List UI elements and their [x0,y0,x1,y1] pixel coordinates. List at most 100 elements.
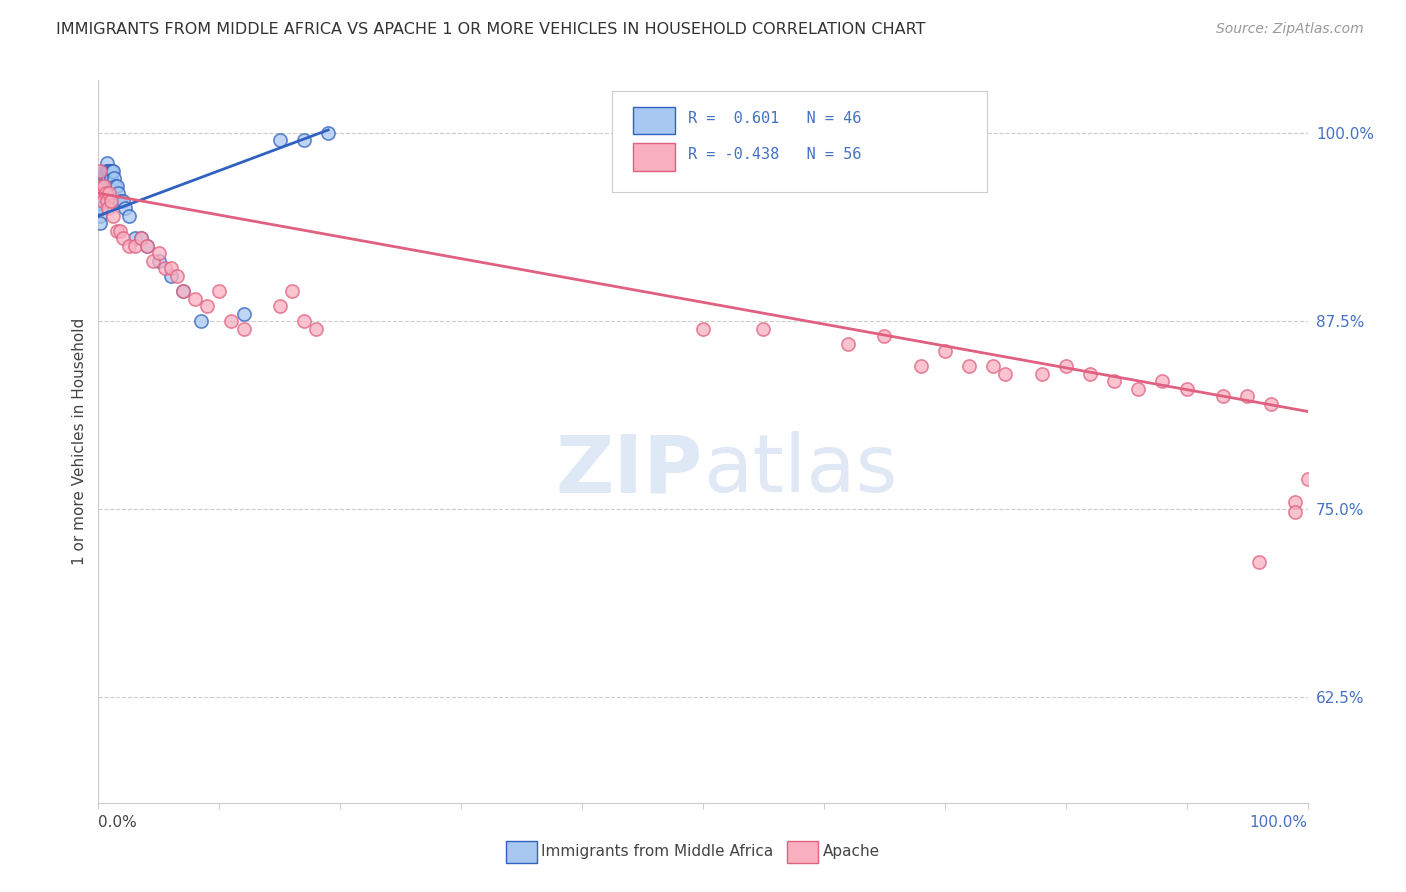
Point [93,163,115,178]
Point [221,314,243,328]
Point [692,321,714,335]
Point [100,171,122,186]
Point [184,292,207,306]
Point [101,163,124,178]
Point [100,194,122,208]
Point [994,367,1017,381]
Point [1212,389,1234,403]
Point [98,186,121,201]
Point [135,239,157,253]
Point [208,284,231,298]
Point [135,239,157,253]
Point [90,178,112,193]
Text: Apache: Apache [823,845,880,859]
Point [93,178,115,193]
Point [118,209,141,223]
Point [105,178,128,193]
Point [1054,359,1077,374]
Point [105,224,128,238]
Point [837,336,859,351]
Point [305,321,328,335]
Point [118,239,141,253]
Point [752,321,775,335]
Point [124,231,146,245]
Point [89,209,111,223]
Point [129,231,152,245]
Point [91,186,114,201]
Point [98,163,121,178]
Point [957,359,980,374]
Point [232,307,254,321]
Point [910,359,932,374]
Point [160,268,183,283]
Point [89,201,111,215]
Point [269,299,291,313]
Point [89,216,111,230]
Point [195,299,218,313]
Point [100,163,122,178]
Point [90,194,112,208]
Point [90,186,112,201]
Point [91,194,114,208]
Point [91,171,114,186]
Point [94,186,117,201]
Point [1260,397,1282,411]
Point [1284,494,1306,508]
Point [108,194,131,208]
Point [111,231,134,245]
Point [103,171,125,186]
Point [97,163,120,178]
Text: Immigrants from Middle Africa: Immigrants from Middle Africa [541,845,773,859]
Point [172,284,194,298]
Point [97,171,120,186]
Point [292,133,315,147]
Point [93,171,115,186]
Point [124,239,146,253]
Point [153,261,176,276]
Point [281,284,304,298]
Point [111,194,134,208]
Point [91,186,114,201]
Point [107,186,129,201]
Point [91,178,114,193]
Point [91,171,114,186]
Point [232,321,254,335]
Point [981,359,1004,374]
Point [1249,555,1271,569]
Point [1102,375,1125,389]
Point [172,284,194,298]
Text: R =  0.601   N = 46: R = 0.601 N = 46 [689,112,862,126]
Text: 0.0%: 0.0% [98,815,138,830]
Point [1296,472,1319,486]
Point [129,231,152,245]
Point [89,163,111,178]
Text: ZIP: ZIP [555,432,703,509]
Point [89,194,111,208]
Point [269,133,291,147]
Point [1236,389,1258,403]
FancyBboxPatch shape [613,91,987,193]
Point [1152,375,1174,389]
Point [94,171,117,186]
Point [1031,367,1053,381]
Point [91,178,114,193]
Text: atlas: atlas [703,432,897,509]
Point [94,163,117,178]
Point [316,126,339,140]
Point [97,201,120,215]
Point [190,314,212,328]
Point [142,253,165,268]
Y-axis label: 1 or more Vehicles in Household: 1 or more Vehicles in Household [72,318,87,566]
Bar [633,107,675,135]
Point [1078,367,1101,381]
Point [90,201,112,215]
Point [100,163,122,178]
Point [104,178,127,193]
Text: Source: ZipAtlas.com: Source: ZipAtlas.com [1216,22,1364,37]
Point [160,261,183,276]
Point [101,209,124,223]
Point [166,268,188,283]
Point [1284,505,1306,519]
Point [114,201,136,215]
Point [96,156,118,170]
